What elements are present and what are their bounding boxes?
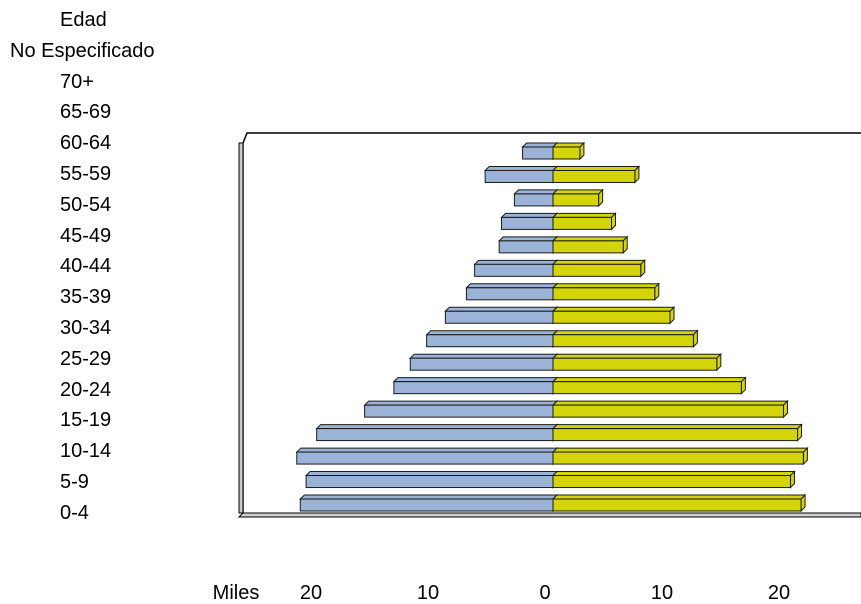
bar-right-top <box>551 283 660 289</box>
bar-left-top <box>497 236 559 242</box>
bar-right <box>552 404 784 418</box>
bar-right <box>552 263 642 277</box>
bar-right-top <box>551 400 789 406</box>
bar-right <box>552 334 694 348</box>
bar-left-top <box>465 283 559 289</box>
age-label: 65-69 <box>60 101 112 124</box>
bar-left <box>513 193 554 207</box>
x-tick-label: 20 <box>767 582 791 604</box>
bar-left <box>465 287 554 301</box>
bar-right-top <box>551 259 646 265</box>
bar-right <box>552 146 581 160</box>
bar-left-top <box>304 471 559 477</box>
bar-right <box>552 193 600 207</box>
bar-left <box>474 263 554 277</box>
x-tick-label: 0 <box>539 582 551 604</box>
plot-frame-side-wall <box>238 142 244 514</box>
bar-right-top <box>551 494 807 500</box>
bar-right <box>552 310 671 324</box>
age-label: 50-54 <box>60 193 112 216</box>
x-tick-label: 10 <box>416 582 440 604</box>
bar-right-top <box>551 306 676 312</box>
bar-right-top <box>551 330 699 336</box>
bar-right <box>552 287 656 301</box>
age-label: 20-24 <box>60 378 112 401</box>
bar-right-top <box>551 424 803 430</box>
bar-left <box>305 475 554 489</box>
age-label: 15-19 <box>60 409 112 432</box>
bar-left <box>299 498 554 512</box>
bar-right-top <box>551 189 604 195</box>
bar-left <box>296 451 554 465</box>
bar-right <box>552 428 799 442</box>
bar-right-top <box>551 447 809 453</box>
bar-left <box>484 169 554 183</box>
age-label: 40-44 <box>60 255 112 278</box>
bar-left-top <box>444 306 559 312</box>
age-label: 5-9 <box>60 471 89 493</box>
bar-right <box>552 216 612 230</box>
x-axis-unit-label: Miles <box>212 582 260 604</box>
bar-left <box>393 381 554 395</box>
age-label: 30-34 <box>60 317 112 339</box>
age-label: 60-64 <box>60 132 112 155</box>
bar-left <box>364 404 554 418</box>
age-label: 0-4 <box>60 501 89 524</box>
bar-left-top <box>425 330 559 336</box>
age-label: 45-49 <box>60 224 112 247</box>
age-label: 55-59 <box>60 163 112 185</box>
bar-left <box>426 334 554 348</box>
x-tick-label: 20 <box>299 582 323 604</box>
bar-left-top <box>299 494 559 500</box>
bar-right <box>552 475 792 489</box>
age-label: 70+ <box>60 70 94 93</box>
bar-right-top <box>551 377 747 383</box>
bar-left-top <box>500 212 559 218</box>
bar-right-top <box>551 471 796 477</box>
bar-left-top <box>315 424 559 430</box>
bar-left-top <box>363 400 559 406</box>
bar-left-top <box>392 377 559 383</box>
bar-right <box>552 169 636 183</box>
age-label: 10-14 <box>60 440 112 463</box>
bar-left-top <box>295 447 559 453</box>
bar-left <box>444 310 554 324</box>
bar-left-top <box>473 259 559 265</box>
bar-right <box>552 240 624 254</box>
bar-left-top <box>521 142 559 148</box>
bar-right <box>552 451 804 465</box>
bar-right-top <box>551 353 723 359</box>
bar-right <box>552 381 742 395</box>
plot-frame-floor <box>237 512 861 518</box>
bar-right <box>552 498 802 512</box>
bar-right-top <box>551 236 629 242</box>
bar-left <box>522 146 554 160</box>
age-label: No Especificado <box>10 39 155 62</box>
age-label: 25-29 <box>60 347 112 370</box>
age-axis-header: Edad <box>60 9 107 31</box>
bar-right-top <box>551 165 641 171</box>
age-label: 35-39 <box>60 286 112 309</box>
bar-left <box>409 357 554 371</box>
bar-right-top <box>551 142 586 148</box>
bar-right <box>552 357 718 371</box>
bar-left <box>316 428 554 442</box>
bar-right-top <box>551 212 617 218</box>
bar-left-top <box>409 353 559 359</box>
bar-left-top <box>483 165 559 171</box>
bar-left <box>501 216 554 230</box>
x-tick-label: 10 <box>650 582 674 604</box>
bar-left <box>498 240 554 254</box>
bar-left-top <box>513 189 559 195</box>
